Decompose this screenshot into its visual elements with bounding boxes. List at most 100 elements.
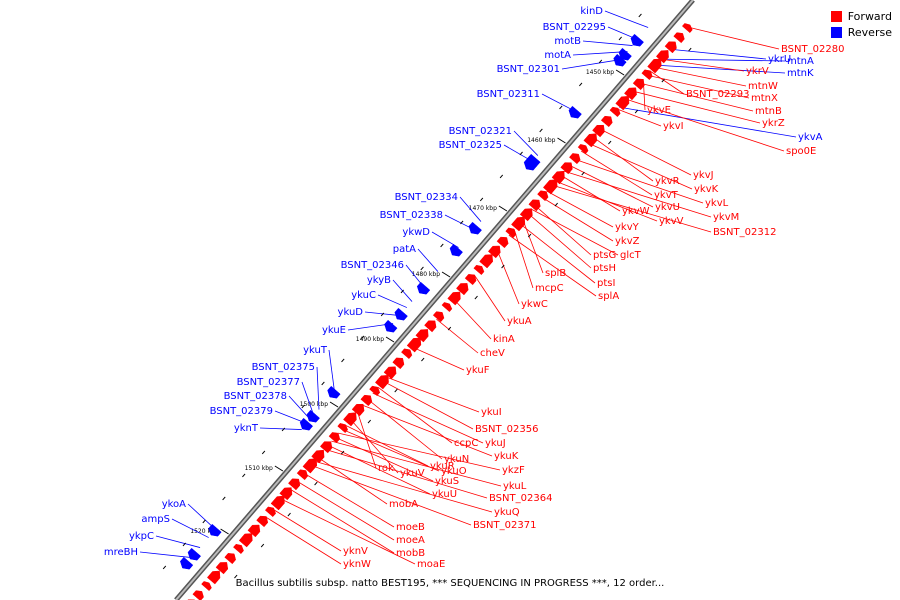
forward-gene-feature — [192, 590, 204, 600]
gene-label-ykvj: ykvJ — [693, 170, 714, 181]
gene-label-ykul: ykuL — [503, 481, 527, 492]
feature-dash — [501, 264, 505, 269]
legend-forward: Forward — [830, 8, 892, 24]
gene-label-moae: moaE — [417, 559, 445, 570]
gene-label-motb: motB — [554, 36, 581, 47]
gene-label-ykua: ykuA — [507, 316, 532, 327]
gene-label-ykvy: ykvY — [615, 222, 640, 233]
reverse-gene-feature — [523, 157, 538, 171]
feature-dash — [447, 326, 452, 331]
gene-label-ykrz: ykrZ — [762, 118, 785, 129]
forward-gene-feature — [392, 357, 405, 370]
leader-line — [171, 518, 209, 538]
feature-dash — [340, 450, 345, 455]
leader-line — [314, 460, 493, 513]
feature-dash — [559, 105, 563, 110]
gene-label-pata: patA — [393, 244, 416, 255]
reverse-gene-feature — [618, 47, 632, 61]
forward-gene-feature — [577, 144, 589, 155]
legend-reverse-label: Reverse — [847, 25, 892, 39]
feature-dash — [661, 78, 665, 83]
forward-gene-feature — [302, 458, 318, 474]
gene-label-bsnt-02378: BSNT_02378 — [224, 391, 287, 402]
forward-gene-feature — [351, 403, 365, 417]
reverse-gene-feature — [630, 33, 644, 47]
gene-label-mtnw: mtnW — [748, 81, 778, 92]
axis-tick-label: 1520 kbp — [190, 528, 218, 535]
forward-gene-feature — [551, 170, 565, 185]
gene-label-ykwc: ykwC — [521, 299, 548, 310]
leader-line — [581, 150, 653, 196]
feature-dash — [581, 171, 585, 176]
forward-gene-feature — [270, 495, 285, 511]
gene-label-ykuq: ykuQ — [494, 507, 520, 518]
forward-gene-feature — [369, 385, 381, 397]
gene-label-bsnt-02371: BSNT_02371 — [473, 520, 536, 531]
gene-label-ykuo: ykuO — [441, 466, 467, 477]
gene-label-ykuj: ykuJ — [485, 438, 506, 449]
gene-label-ykvv: ykvV — [659, 216, 684, 227]
leader-line — [546, 190, 614, 228]
gene-label-spo0e: spo0E — [786, 146, 816, 157]
feature-dash — [242, 473, 246, 478]
gene-label-mota: motA — [544, 50, 571, 61]
gene-label-ykur: ykuR — [430, 461, 455, 472]
forward-gene-feature — [201, 581, 212, 592]
forward-gene-feature — [473, 264, 485, 276]
feature-dash — [281, 427, 286, 432]
forward-gene-feature — [456, 283, 469, 296]
gene-label-bsnt-02356: BSNT_02356 — [475, 424, 538, 435]
gene-labels: kinD BSNT_02295 motB motA BSNT_02301 BSNT_023… — [104, 6, 845, 570]
gene-label-bsnt-02377: BSNT_02377 — [237, 377, 300, 388]
axis-tick-label: 1510 kbp — [245, 465, 273, 472]
gene-label-bsnt-02321: BSNT_02321 — [449, 126, 512, 137]
forward-gene-feature — [447, 291, 461, 306]
leader-line — [625, 98, 785, 152]
feature-dash — [360, 335, 365, 340]
leader-line — [655, 64, 786, 74]
forward-gene-feature — [609, 106, 621, 118]
gene-label-glct: glcT — [620, 250, 642, 261]
forward-gene-feature — [647, 58, 662, 74]
gene-label-ykuu: ykuU — [432, 489, 457, 500]
forward-gene-feature — [505, 227, 517, 239]
gene-label-ptsh: ptsH — [593, 263, 616, 274]
leader-line — [372, 392, 484, 444]
leader-line — [331, 440, 502, 487]
gene-label-ptsg: ptsG — [593, 250, 616, 261]
feature-dash — [314, 481, 318, 486]
gene-label-chev: cheV — [480, 348, 505, 359]
map-caption: Bacillus subtilis subsp. natto BEST195, … — [235, 578, 665, 589]
leader-line — [534, 204, 592, 256]
feature-dash — [474, 295, 478, 300]
leader-line — [572, 51, 628, 56]
gene-label-ykud: ykuD — [338, 307, 364, 318]
feature-dash — [618, 36, 622, 41]
leader-line — [513, 130, 539, 156]
gene-label-mobb: mobB — [396, 548, 425, 559]
forward-gene-feature — [464, 274, 477, 286]
gene-label-mtnx: mtnX — [751, 93, 778, 104]
feature-dash — [182, 542, 186, 547]
axis-tick-label: 1450 kbp — [586, 69, 614, 76]
gene-label-bsnt-02311: BSNT_02311 — [477, 89, 540, 100]
forward-gene-feature — [206, 570, 221, 585]
gene-label-ykzf: ykzF — [502, 465, 525, 476]
leader-line — [334, 436, 434, 482]
gene-label-ykvl: ykvL — [705, 198, 729, 209]
legend-reverse: Reverse — [830, 24, 892, 40]
leader-line — [459, 196, 482, 222]
reverse-gene-feature — [394, 307, 408, 321]
leader-line — [344, 424, 429, 467]
reverse-gene-feature — [449, 243, 463, 257]
leader-line — [259, 427, 302, 430]
gene-label-moba: mobA — [389, 499, 418, 510]
leader-line — [563, 170, 712, 218]
gene-label-ykvz: ykvZ — [615, 236, 640, 247]
forward-gene-feature — [441, 302, 453, 313]
forward-gene-feature — [479, 254, 493, 269]
gene-label-ykva: ykvA — [798, 132, 823, 143]
leader-line — [541, 196, 614, 242]
feature-dash — [608, 140, 612, 145]
gene-label-ykvr: ykvR — [655, 176, 680, 187]
